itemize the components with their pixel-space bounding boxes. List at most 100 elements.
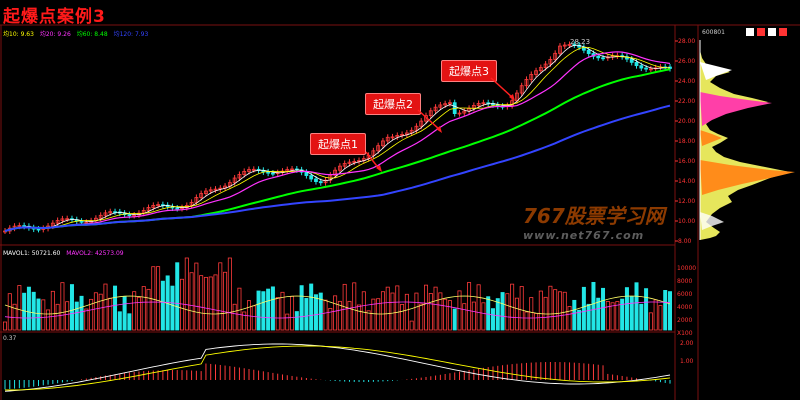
- volume-bar: [141, 286, 146, 331]
- volume-bar: [577, 309, 582, 331]
- volume-bar: [424, 284, 429, 331]
- volume-bar: [529, 297, 534, 331]
- volume-bar: [294, 311, 299, 331]
- candle-body: [428, 110, 433, 117]
- volume-bar: [3, 321, 8, 331]
- volume-bar: [290, 295, 295, 331]
- volume-bar: [60, 282, 65, 331]
- ma60-label: 均60: 8.48: [76, 31, 108, 38]
- candle-body: [132, 214, 137, 217]
- candle-body: [194, 197, 199, 203]
- volume-bar: [390, 292, 395, 331]
- volume-bar: [242, 311, 247, 331]
- candle-body: [314, 178, 318, 182]
- volume-bar: [246, 300, 251, 331]
- volume-bar: [352, 282, 357, 331]
- candle-body: [400, 134, 404, 136]
- volume-bar: [251, 305, 256, 331]
- volume-bar: [567, 306, 572, 331]
- candle-body: [457, 112, 462, 115]
- volume-bar: [175, 262, 180, 331]
- volume-bar: [419, 303, 424, 331]
- tool-icon-4[interactable]: [779, 28, 787, 36]
- candle-body: [151, 205, 156, 208]
- volume-bar: [275, 297, 280, 331]
- volume-bar: [414, 292, 419, 331]
- volume-bar: [333, 295, 338, 331]
- tool-icon-3[interactable]: [768, 28, 776, 36]
- candle-body: [55, 220, 60, 224]
- candle-body: [381, 140, 385, 147]
- watermark-brand: 767股票学习网: [523, 204, 665, 228]
- volume-bar: [357, 304, 362, 331]
- volume-bar: [26, 286, 31, 331]
- callout-2: 起爆点2: [365, 93, 421, 115]
- volume-bar: [328, 307, 333, 331]
- mavol1-label: MAVOL1: 50721.60: [3, 250, 61, 257]
- candle-body: [98, 214, 103, 219]
- price-tick: 24.00: [678, 78, 695, 85]
- candle-body: [204, 190, 208, 194]
- tool-icon-2[interactable]: [757, 28, 765, 36]
- volume-bar: [337, 300, 342, 331]
- volume-bar: [299, 285, 304, 331]
- candle-body: [237, 174, 242, 179]
- volume-bar: [208, 276, 213, 331]
- price-tick: 22.00: [678, 98, 695, 105]
- volume-bar: [404, 293, 409, 331]
- candle-body: [586, 49, 591, 54]
- price-tick: 28.00: [678, 38, 695, 45]
- candle-body: [65, 218, 70, 221]
- volume-bar: [462, 303, 467, 331]
- volume-bar: [261, 291, 266, 331]
- volume-bar: [562, 291, 567, 331]
- volume-bar: [256, 290, 261, 331]
- chip-distribution: [699, 35, 795, 240]
- volume-bar: [232, 303, 237, 331]
- volume-bar: [266, 288, 271, 331]
- volume-bar: [548, 285, 553, 331]
- volume-bar: [323, 299, 328, 331]
- candle-body: [395, 135, 400, 138]
- tool-icon-1[interactable]: [746, 28, 754, 36]
- volume-bar: [31, 291, 36, 331]
- candle-body: [342, 163, 347, 167]
- volume-bar: [65, 301, 70, 331]
- volume-bar: [481, 302, 486, 331]
- volume-tick: 8000: [677, 278, 692, 285]
- volume-bar: [524, 311, 529, 331]
- candle-body: [548, 58, 553, 65]
- page-title: 起爆点案例3: [3, 7, 106, 27]
- volume-bar: [237, 287, 242, 331]
- volume-bar: [151, 266, 156, 331]
- volume-bar: [127, 313, 132, 331]
- ma10-label: 均10: 9.63: [3, 31, 34, 38]
- candle-body: [390, 136, 395, 139]
- volume-bar: [203, 276, 208, 331]
- callout-2-arrow: [417, 109, 441, 131]
- candle-body: [567, 44, 572, 46]
- volume-bar: [534, 313, 539, 331]
- volume-bar: [596, 297, 601, 331]
- candle-body: [510, 100, 515, 107]
- volume-bar: [653, 299, 658, 331]
- candle-body: [558, 45, 562, 54]
- volume-bar: [98, 293, 103, 331]
- volume-bar: [519, 286, 524, 331]
- volume-bar: [113, 285, 118, 331]
- candle-body: [515, 92, 519, 102]
- ma20-label: 均20: 9.26: [39, 31, 71, 38]
- macd-histogram: [4, 343, 671, 392]
- volume-bar: [55, 303, 60, 331]
- callout-3: 起爆点3: [441, 60, 497, 82]
- candle-body: [266, 171, 271, 174]
- volume-tick: 6000: [677, 291, 692, 298]
- volume-bar: [46, 309, 51, 331]
- candle-body: [385, 136, 390, 142]
- candle-body: [438, 104, 443, 108]
- candle-body: [596, 55, 601, 59]
- volume-bar: [50, 290, 55, 331]
- candle-body: [476, 103, 481, 106]
- volume-bar: [180, 278, 185, 331]
- volume-bar: [610, 302, 615, 331]
